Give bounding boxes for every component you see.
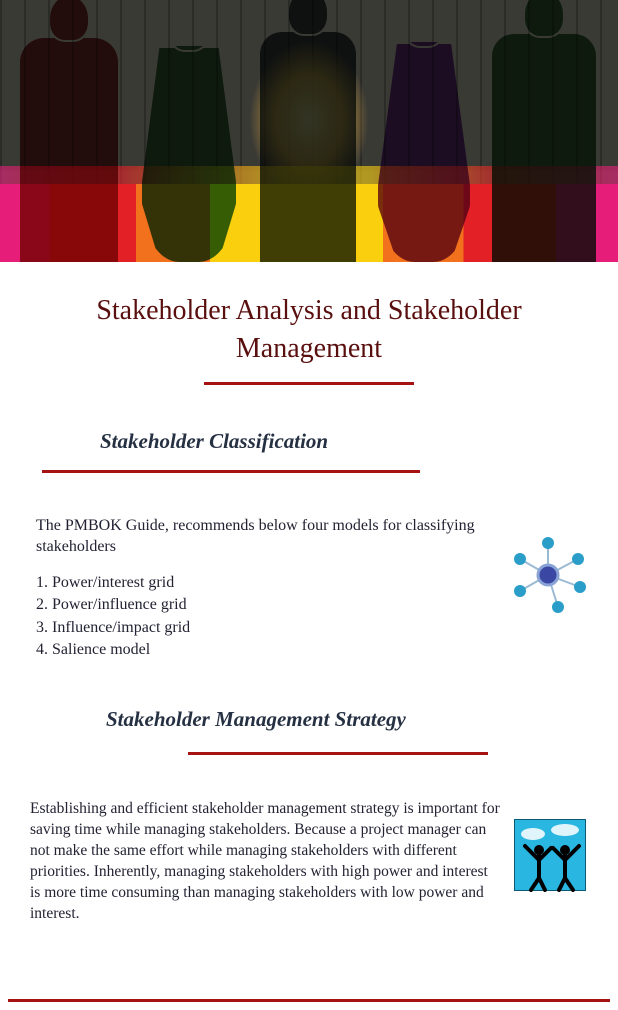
section1-title: Stakeholder Classification xyxy=(100,429,590,454)
silhouette-5 xyxy=(490,32,598,262)
silhouette-2 xyxy=(140,46,238,262)
section2-title: Stakeholder Management Strategy xyxy=(106,707,590,732)
hero-silhouettes xyxy=(0,0,618,262)
model-item-3: 3. Influence/impact grid xyxy=(36,617,494,639)
content-area: Stakeholder Analysis and Stakeholder Man… xyxy=(0,262,618,925)
model-item-1: 1. Power/interest grid xyxy=(36,572,494,594)
section2-body-text: Establishing and efficient stakeholder m… xyxy=(30,799,500,925)
section1-intro: The PMBOK Guide, recommends below four m… xyxy=(36,515,494,558)
section1-underline xyxy=(42,470,420,473)
section2-underline xyxy=(188,752,488,755)
title-underline xyxy=(204,382,414,385)
silhouette-3 xyxy=(258,30,358,262)
hero-banner xyxy=(0,0,618,262)
model-item-4: 4. Salience model xyxy=(36,639,494,661)
model-item-2: 2. Power/influence grid xyxy=(36,594,494,616)
footer-accent-line xyxy=(8,999,610,1002)
silhouette-1 xyxy=(18,36,120,262)
silhouette-4 xyxy=(376,42,472,262)
page-title: Stakeholder Analysis and Stakeholder Man… xyxy=(28,282,590,374)
two-people-arms-raised-icon xyxy=(514,819,590,891)
network-hub-icon xyxy=(506,533,590,622)
section1-text: The PMBOK Guide, recommends below four m… xyxy=(36,515,494,662)
